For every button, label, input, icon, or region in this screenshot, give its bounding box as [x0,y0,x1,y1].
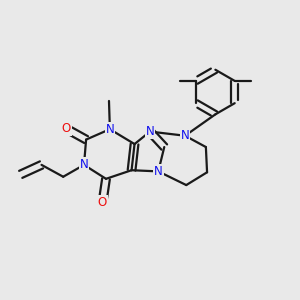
Text: N: N [154,165,163,178]
Text: O: O [61,122,71,135]
Text: N: N [80,158,88,171]
Text: N: N [181,129,189,142]
Text: N: N [106,123,114,136]
Text: O: O [98,196,107,209]
Text: N: N [146,125,154,138]
